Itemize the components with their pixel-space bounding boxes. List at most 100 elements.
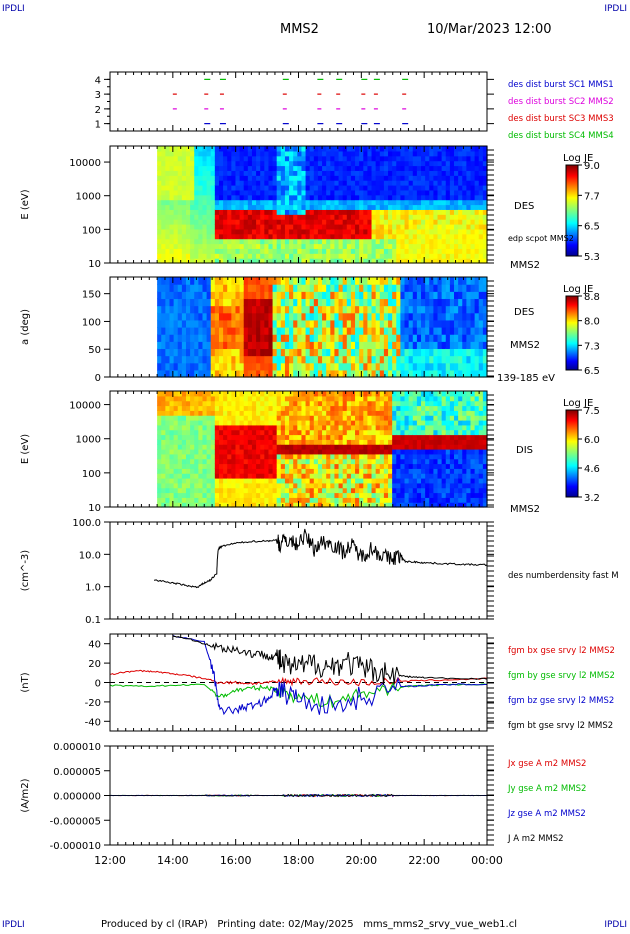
des-energy-cell	[400, 199, 406, 206]
des-pitch-cell	[408, 334, 414, 342]
des-energy-cell	[190, 228, 195, 235]
des-pitch-cell	[190, 298, 195, 307]
dis-energy-cell	[260, 410, 265, 416]
des-pitch-cell	[190, 341, 195, 350]
des-energy-cell	[421, 185, 426, 191]
des-energy-cell	[223, 180, 228, 186]
des-energy-cell	[317, 209, 323, 215]
des-pitch-cell	[256, 348, 261, 357]
dis-energy-cell	[322, 429, 327, 436]
dis-energy-cell	[227, 487, 232, 494]
des-energy-cell	[305, 175, 311, 181]
dis-energy-cell	[173, 391, 179, 397]
des-pitch-cell	[247, 277, 253, 285]
dis-energy-cell	[202, 415, 208, 421]
dis-energy-cell	[181, 400, 187, 407]
dis-energy-cell	[322, 391, 327, 397]
des-energy-cell	[235, 150, 241, 157]
des-energy-cell	[326, 204, 331, 210]
des-pitch-cell	[239, 284, 245, 292]
des-energy-cell	[433, 233, 439, 240]
des-energy-cell	[194, 170, 199, 176]
dis-energy-cell	[458, 400, 463, 407]
dis-energy-cell	[239, 434, 245, 440]
des-energy-cell	[227, 155, 232, 162]
dis-energy-cell	[375, 463, 381, 469]
des-pitch-cell	[264, 348, 270, 357]
dis-energy-cell	[202, 468, 208, 474]
des-energy-cell	[359, 204, 364, 210]
dis-energy-cell	[297, 487, 303, 494]
dis-energy-cell	[190, 429, 195, 436]
dis-energy-cell	[421, 453, 426, 460]
dis-energy-cell	[280, 497, 286, 503]
des-energy-cell	[256, 243, 261, 249]
dis-energy-cell	[363, 478, 369, 484]
des-energy-cell	[416, 199, 422, 206]
des-energy-cell	[293, 146, 298, 152]
des-energy-cell	[392, 209, 397, 215]
des-energy-cell	[157, 219, 162, 225]
des-energy-cell	[206, 219, 212, 225]
des-pitch-cell	[404, 327, 410, 335]
des-pitch-cell	[421, 298, 426, 307]
des-energy-cell	[276, 253, 282, 259]
des-pitch-cell	[342, 312, 348, 321]
des-energy-cell	[247, 180, 253, 186]
dis-energy-cell	[297, 468, 303, 474]
des-energy-cell	[371, 204, 377, 210]
des-energy-cell	[202, 185, 208, 191]
des-energy-cell	[202, 219, 208, 225]
dis-energy-cell	[474, 439, 480, 445]
des-energy-cell	[375, 238, 381, 245]
des-pitch-cell	[210, 327, 216, 335]
des-energy-cell	[190, 224, 195, 230]
dis-energy-cell	[462, 405, 467, 411]
dis-energy-cell	[235, 458, 241, 465]
des-energy-cell	[429, 238, 434, 245]
dis-energy-cell	[235, 497, 241, 503]
des-energy-cell	[256, 219, 261, 225]
des-energy-cell	[165, 258, 171, 264]
des-energy-cell	[272, 185, 278, 191]
dis-energy-cell	[268, 395, 274, 402]
dis-energy-cell	[239, 429, 245, 436]
dis-energy-cell	[412, 458, 418, 465]
dis-energy-cell	[474, 502, 480, 508]
dis-energy-cell	[218, 415, 224, 421]
des-energy-cell	[301, 185, 307, 191]
des-energy-cell	[449, 180, 455, 186]
des-energy-cell	[334, 155, 340, 162]
dis-energy-cell	[260, 492, 265, 498]
dis-energy-cell	[181, 463, 187, 469]
des-pitch-cell	[466, 312, 472, 321]
des-energy-cell	[243, 204, 249, 210]
des-pitch-cell	[388, 334, 393, 342]
des-pitch-cell	[408, 319, 414, 328]
des-pitch-cell	[218, 369, 224, 378]
dis-energy-cell	[355, 458, 360, 465]
des-energy-cell	[268, 194, 274, 201]
des-energy-cell	[416, 175, 422, 181]
des-energy-cell	[330, 165, 336, 171]
dis-energy-cell	[474, 492, 480, 498]
dis-energy-cell	[449, 405, 455, 411]
dis-energy-cell	[474, 410, 480, 416]
des-pitch-cell	[322, 362, 327, 371]
des-pitch-cell	[243, 334, 249, 342]
dis-energy-cell	[177, 391, 183, 397]
des-energy-cell	[449, 189, 455, 196]
des-energy-cell	[441, 253, 447, 259]
des-energy-cell	[280, 209, 286, 215]
dis-energy-cell	[198, 449, 204, 455]
des-energy-cell	[346, 189, 352, 196]
des-energy-cell	[454, 258, 459, 264]
dis-energy-cell	[470, 410, 476, 416]
dis-energy-cell	[157, 439, 162, 445]
des-energy-cell	[454, 165, 459, 171]
des-pitch-cell	[350, 362, 356, 371]
des-energy-cell	[359, 165, 364, 171]
des-energy-cell	[334, 150, 340, 157]
des-pitch-cell	[293, 334, 298, 342]
des-energy-cell	[247, 214, 253, 220]
